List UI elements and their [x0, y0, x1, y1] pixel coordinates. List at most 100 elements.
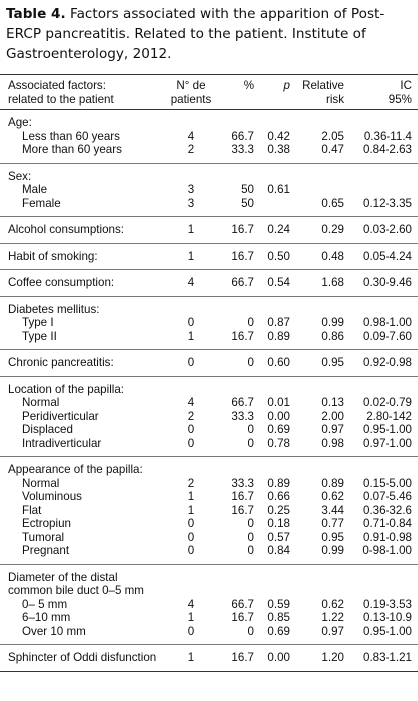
cell: 0.62	[321, 597, 344, 611]
cell: Flat	[22, 503, 42, 517]
cell: 33.3	[231, 409, 254, 423]
caption: Table 4. Factors associated with the app…	[0, 0, 418, 74]
cell	[292, 183, 346, 197]
cell: 66.7	[231, 129, 254, 143]
cell: Tumoral	[22, 530, 65, 544]
cell: 1	[187, 223, 195, 236]
section: Chronic pancreatitis: 0 0 0.60 0.95 0.92-0.98	[0, 350, 418, 377]
cell: 0.97	[321, 624, 344, 638]
cell: 0.01	[267, 396, 290, 409]
cell: 16.7	[231, 223, 254, 236]
cell: 0.15-5.00	[363, 476, 412, 490]
row: 0– 5 mm 4 66.7 0.59 0.62 0.19-3.53	[0, 598, 418, 612]
cell: 0.84	[267, 544, 290, 557]
line: Associated factors:	[8, 79, 106, 92]
cell: 0	[247, 624, 254, 638]
cell: 0.00	[267, 409, 290, 423]
row: Normal 2 33.3 0.89 0.89 0.15-5.00	[0, 477, 418, 491]
cell: 0.98-1.00	[363, 316, 412, 329]
cell: Type I	[22, 316, 54, 329]
line: N° de	[176, 79, 206, 92]
cell: Female	[22, 196, 61, 210]
cell: Sphincter of Oddi disfunction	[8, 651, 157, 664]
cell: More than 60 years	[22, 143, 122, 156]
cell: 1	[187, 490, 195, 503]
heading-cell: Age:	[8, 116, 32, 129]
header-cell: N° de patients	[162, 74, 220, 110]
cell: Male	[22, 183, 48, 196]
cell: 0	[187, 517, 195, 530]
cell: 0.59	[267, 597, 290, 611]
cell: 2.80-142	[366, 409, 412, 423]
row: More than 60 years 2 33.3 0.38 0.47 0.84-2.63	[0, 143, 418, 163]
cell: 16.7	[231, 490, 254, 503]
cell: 0	[187, 356, 195, 369]
cell	[256, 197, 292, 217]
cell: Over 10 mm	[22, 624, 86, 638]
section-heading: Location of the papilla:	[0, 376, 418, 396]
line: patients	[170, 92, 212, 106]
cell: 0.95	[321, 356, 344, 369]
cell: Ectropiun	[22, 517, 71, 530]
cell: 4	[187, 597, 195, 611]
cell: 0.69	[267, 423, 290, 436]
cell: 16.7	[231, 329, 254, 343]
cell: 2.00	[321, 409, 344, 423]
cell: 1	[187, 651, 195, 664]
cell: 0.98	[321, 436, 344, 450]
table-header: Associated factors: related to the patien…	[0, 74, 418, 110]
row: Pregnant 0 0 0.84 0.99 0-98-1.00	[0, 544, 418, 564]
cell: 3	[187, 183, 195, 196]
row: Habit of smoking: 1 16.7 0.50 0.48 0.05-4.24	[0, 243, 418, 270]
cell	[346, 183, 418, 197]
cell: 0.07-5.46	[363, 490, 412, 503]
section: Sex: Male 3 50 0.61 Female 3 50 0.65 0.12-3.35	[0, 163, 418, 217]
heading-cell: Diameter of the distal common bile duct 0…	[0, 564, 418, 598]
line: Diameter of the distal	[8, 570, 118, 584]
cell: 0	[247, 517, 254, 530]
line: Relative	[302, 79, 344, 92]
section: Location of the papilla: Normal 4 66.7 0.01 0…	[0, 376, 418, 457]
cell: 16.7	[231, 611, 254, 624]
header-cell: Relative risk	[292, 74, 346, 110]
line: %	[243, 79, 254, 92]
cell: 0.97-1.00	[363, 436, 412, 450]
heading-cell: Appearance of the papilla:	[8, 463, 143, 476]
cell: 2	[187, 409, 195, 423]
row: Less than 60 years 4 66.7 0.42 2.05 0.36-11.4	[0, 130, 418, 144]
section: Coffee consumption: 4 66.7 0.54 1.68 0.30-9.4…	[0, 270, 418, 296]
cell: 66.7	[231, 276, 254, 289]
cell: 1.22	[321, 611, 344, 624]
row: Female 3 50 0.65 0.12-3.35	[0, 197, 418, 217]
row: Normal 4 66.7 0.01 0.13 0.02-0.79	[0, 396, 418, 410]
cell: 0.47	[321, 143, 344, 156]
cell: 0.86	[321, 329, 344, 343]
cell: 0.36-32.6	[363, 503, 412, 517]
row: Displaced 0 0 0.69 0.97 0.95-1.00	[0, 423, 418, 437]
cell: 0	[187, 423, 195, 436]
cell: 1.20	[321, 651, 344, 664]
cell: 50	[241, 183, 254, 196]
section-heading: Appearance of the papilla:	[0, 457, 418, 477]
row: Flat 1 16.7 0.25 3.44 0.36-32.6	[0, 504, 418, 518]
cell: Intradiverticular	[22, 436, 102, 450]
header-cell: %	[220, 74, 256, 110]
section-heading: Diameter of the distal common bile duct 0…	[0, 564, 418, 598]
cell: Habit of smoking:	[8, 249, 98, 263]
row: Chronic pancreatitis: 0 0 0.60 0.95 0.92-0.98	[0, 350, 418, 377]
caption-text: Factors associated with the apparition o…	[6, 6, 385, 62]
row: 6–10 mm 1 16.7 0.85 1.22 0.13-10.9	[0, 611, 418, 625]
cell: 0.03-2.60	[363, 223, 412, 236]
cell: 0.12-3.35	[363, 196, 412, 210]
header-cell: p	[256, 74, 292, 110]
cell: Alcohol consumptions:	[8, 223, 124, 236]
cell: 1	[187, 329, 195, 343]
line: common bile duct 0–5 mm	[8, 584, 144, 597]
heading-cell: Location of the papilla:	[8, 382, 125, 396]
cell: 4	[187, 276, 195, 289]
cell: 0.50	[267, 249, 290, 263]
cell: 0.05-4.24	[363, 249, 412, 263]
cell: 0	[187, 530, 195, 544]
cell: Normal	[22, 476, 60, 490]
cell: 0.91-0.98	[363, 530, 412, 544]
